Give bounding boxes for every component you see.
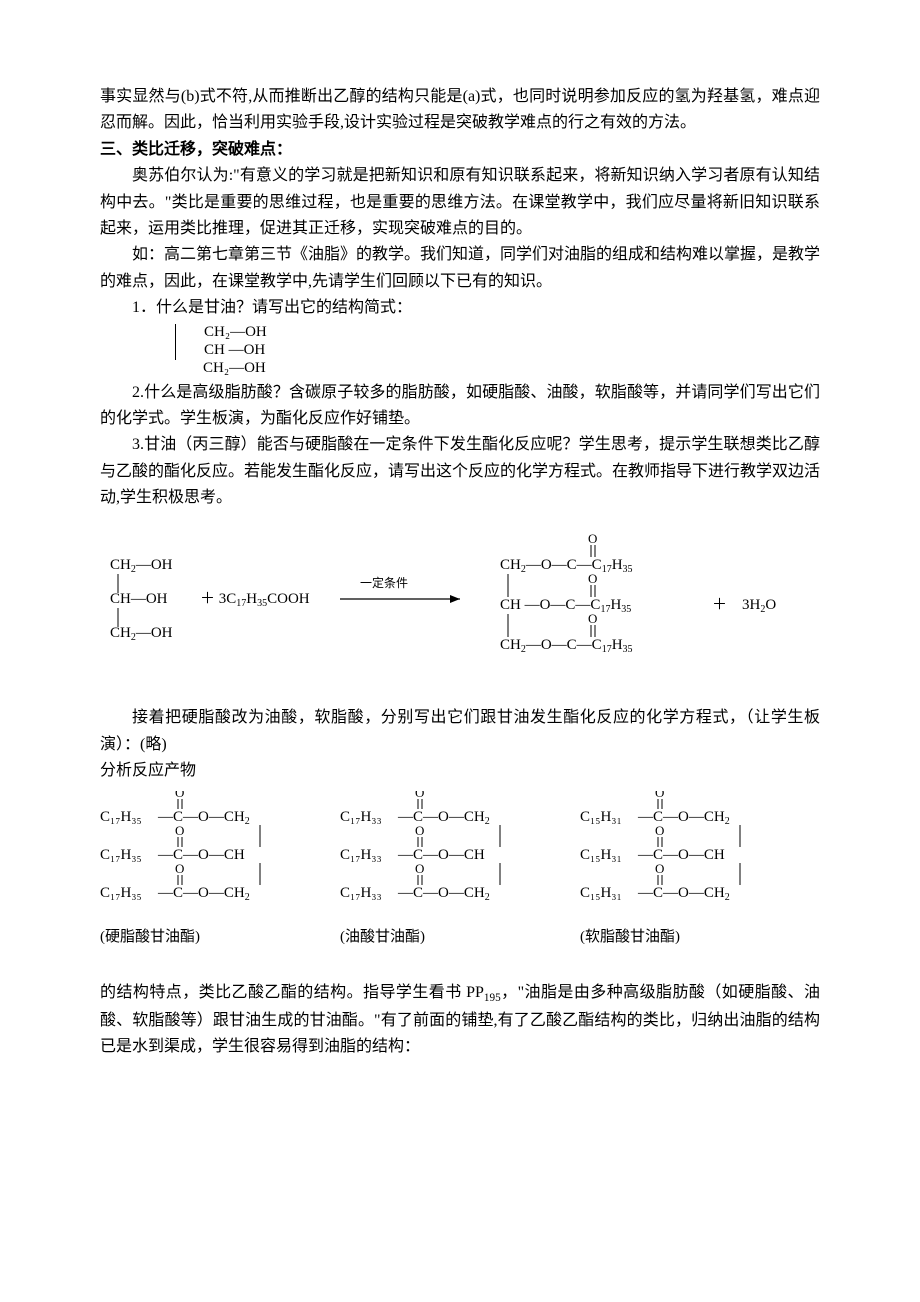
paragraph-3: 如：高二第七章第三节《油脂》的教学。我们知道，同学们对油脂的组成和结构难以掌握，… — [100, 242, 820, 295]
rxn-left-1: CH2—OH — [110, 557, 173, 575]
glycerol-line-2: CH —OH — [204, 341, 265, 360]
product-chain: C₁₇H₃₅ — [100, 885, 142, 901]
product-chain: C₁₇H₃₃ — [340, 885, 382, 901]
rxn-right-2: CH —O—C—C17H35 — [500, 597, 631, 615]
glycerol-structure: CH₂—OH CH —OH CH₂—OH — [175, 324, 820, 378]
rxn-right-1: CH2—O—C—C17H35 — [500, 557, 633, 575]
product-chain: C₁₇H₃₅ — [100, 847, 142, 863]
product-label: (软脂酸甘油酯) — [580, 928, 680, 945]
svg-text:—C—O—CH: —C—O—CH — [157, 847, 245, 863]
esterification-reaction-equation: CH2—OH CH—OH CH2—OH ＋ 3C17H35COOH 一定条件 C… — [100, 529, 820, 679]
svg-text:—C—O—CH2: —C—O—CH2 — [637, 885, 730, 903]
svg-text:O: O — [655, 823, 664, 838]
product-chain: C₁₅H₃₁ — [580, 847, 622, 863]
paragraph-7: 接着把硬脂酸改为油酸，软脂酸，分别写出它们跟甘油发生酯化反应的化学方程式，（让学… — [100, 705, 820, 758]
svg-text:O: O — [655, 791, 664, 800]
product-chain: C₁₅H₃₁ — [580, 809, 622, 825]
svg-text:O: O — [415, 861, 424, 876]
svg-text:—C—O—CH2: —C—O—CH2 — [157, 809, 250, 827]
svg-text:—C—O—CH2: —C—O—CH2 — [397, 885, 490, 903]
rxn-o-1: O — [588, 531, 597, 546]
paragraph-6: 3.甘油（丙三醇）能否与硬脂酸在一定条件下发生酯化反应呢？学生思考，提示学生联想… — [100, 432, 820, 511]
rxn-plus-2: ＋ 3H2O — [712, 597, 776, 615]
glycerol-line-3: CH₂—OH — [203, 359, 266, 378]
section-heading-3: 三、类比迁移，突破难点： — [100, 137, 820, 163]
triglyceride-products-row: C₁₇H₃₅—C—O—CH2OC₁₇H₃₅—C—O—CHOC₁₇H₃₅—C—O—… — [100, 791, 820, 970]
svg-text:O: O — [175, 791, 184, 800]
product-label: (油酸甘油酯) — [340, 928, 425, 945]
paragraph-5: 2.什么是高级脂肪酸？含碳原子较多的脂肪酸，如硬脂酸、油酸，软脂酸等，并请同学们… — [100, 380, 820, 433]
svg-text:O: O — [655, 861, 664, 876]
paragraph-9-pre: 的结构特点，类比乙酸乙酯的结构。指导学生看书 P — [100, 984, 475, 1001]
paragraph-8: 分析反应产物 — [100, 758, 820, 784]
rxn-o-2: O — [588, 571, 597, 586]
svg-text:—C—O—CH2: —C—O—CH2 — [157, 885, 250, 903]
svg-text:O: O — [415, 823, 424, 838]
svg-text:—C—O—CH2: —C—O—CH2 — [397, 809, 490, 827]
paragraph-2: 奥苏伯尔认为:"有意义的学习就是把新知识和原有知识联系起来，将新知识纳入学习者原… — [100, 163, 820, 242]
svg-text:—C—O—CH: —C—O—CH — [637, 847, 725, 863]
svg-text:O: O — [415, 791, 424, 800]
product-chain: C₁₇H₃₅ — [100, 809, 142, 825]
page-ref-subscript: 195 — [484, 992, 501, 1004]
rxn-plus-1: ＋ 3C17H35COOH — [200, 591, 310, 609]
svg-text:O: O — [175, 861, 184, 876]
product-chain: C₁₇H₃₃ — [340, 809, 382, 825]
svg-text:—C—O—CH2: —C—O—CH2 — [637, 809, 730, 827]
product-chain: C₁₅H₃₁ — [580, 885, 622, 901]
product-label: (硬脂酸甘油酯) — [100, 928, 200, 945]
paragraph-4: 1．什么是甘油？请写出它的结构简式： — [100, 295, 820, 321]
product-chain: C₁₇H₃₃ — [340, 847, 382, 863]
svg-text:—C—O—CH: —C—O—CH — [397, 847, 485, 863]
rxn-o-3: O — [588, 611, 597, 626]
svg-text:O: O — [175, 823, 184, 838]
rxn-right-3: CH2—O—C—C17H35 — [500, 637, 633, 655]
rxn-left-3: CH2—OH — [110, 625, 173, 643]
rxn-condition-label: 一定条件 — [360, 575, 408, 590]
glycerol-line-1: CH₂—OH — [204, 323, 267, 342]
paragraph-9: 的结构特点，类比乙酸乙酯的结构。指导学生看书 PP195，"油脂是由多种高级脂肪… — [100, 980, 820, 1060]
paragraph-1: 事实显然与(b)式不符,从而推断出乙醇的结构只能是(a)式，也同时说明参加反应的… — [100, 84, 820, 137]
rxn-left-2: CH—OH — [110, 591, 168, 607]
